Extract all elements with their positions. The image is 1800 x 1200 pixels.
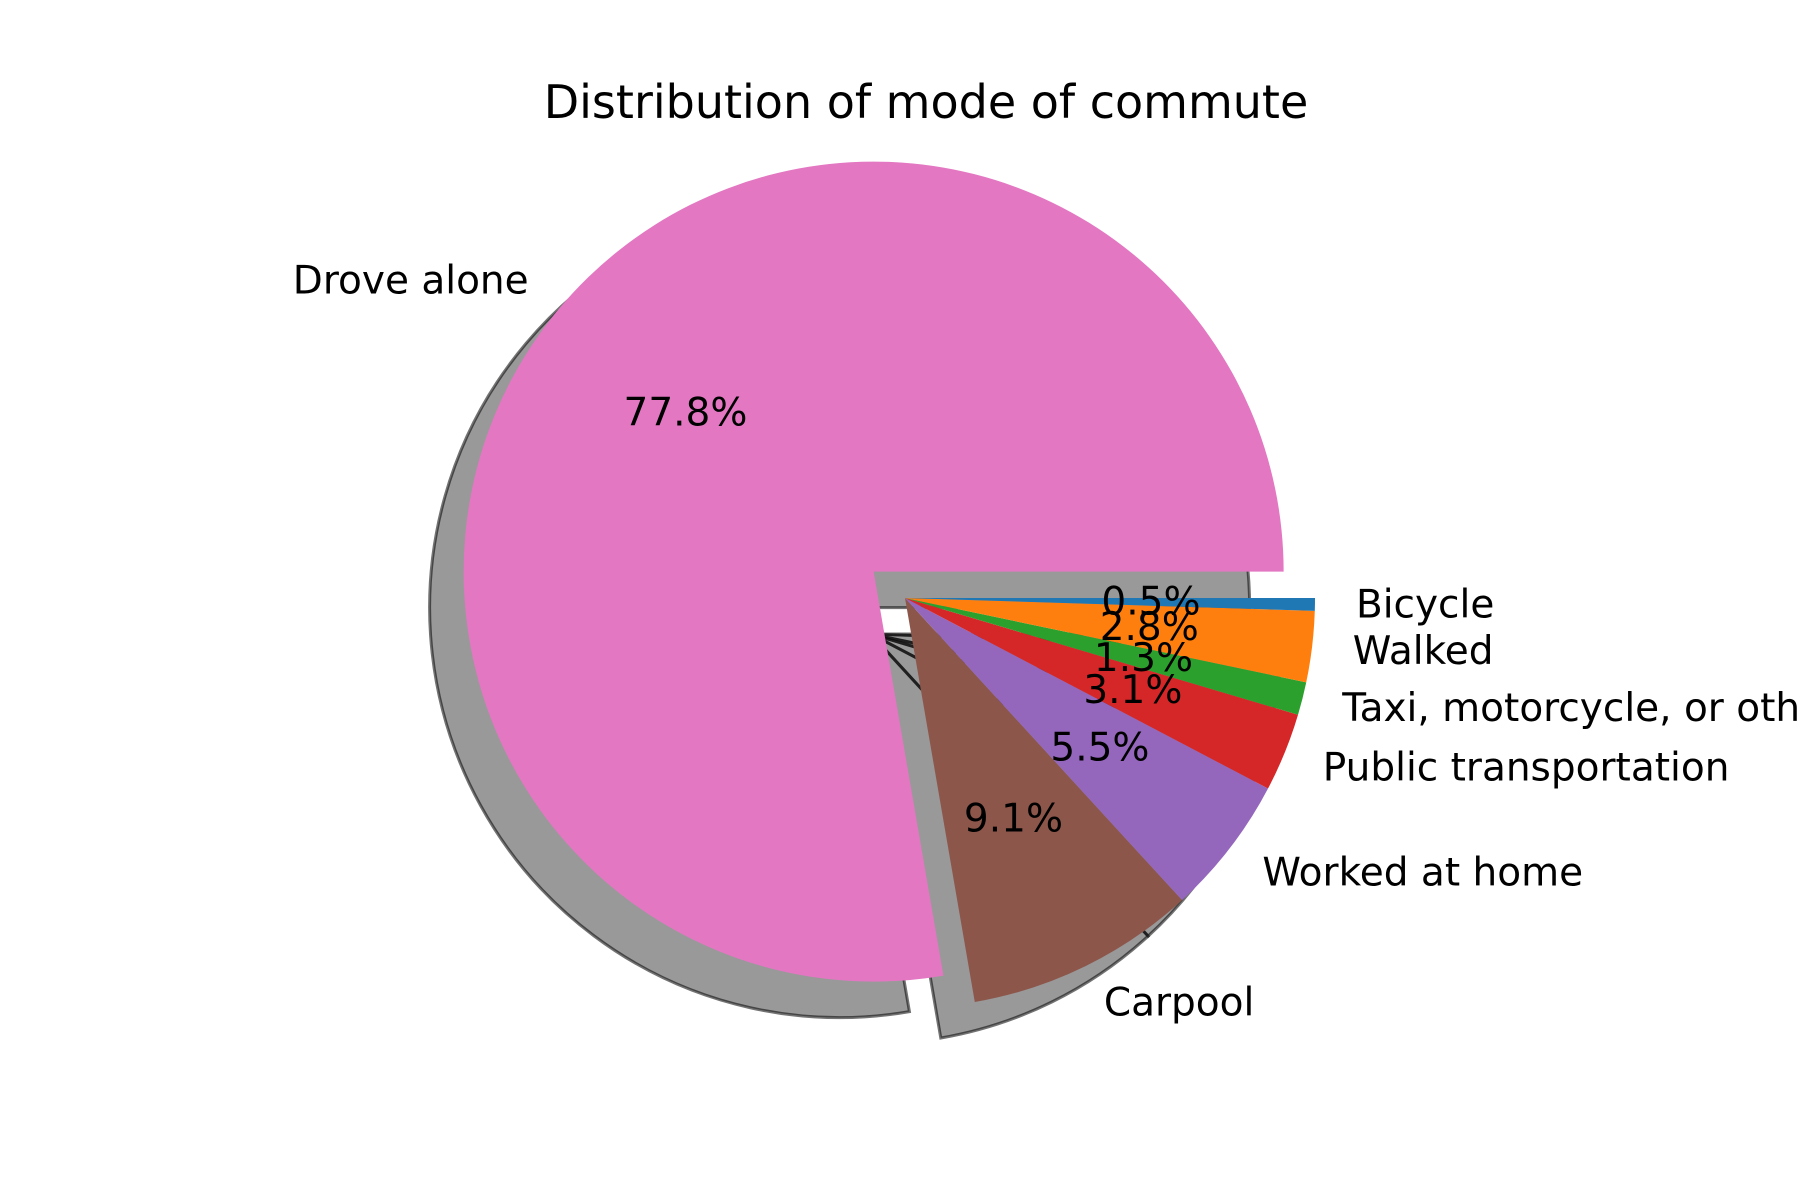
pie-slice-carpool: [905, 598, 1183, 1003]
pie-slice-bicycle: [905, 598, 1315, 611]
pct-label-drove-alone: 77.8%: [624, 391, 748, 436]
pct-label-taxi-motorcycle-or-other: 1.3%: [1094, 636, 1193, 681]
pct-label-public-transportation: 3.1%: [1083, 668, 1182, 713]
pct-label-bicycle: 0.5%: [1101, 579, 1200, 624]
pie-slice-worked-at-home: [905, 598, 1269, 901]
pct-label-carpool: 9.1%: [964, 796, 1063, 841]
pct-label-worked-at-home: 5.5%: [1050, 726, 1149, 771]
chart-title: Distribution of mode of commute: [544, 75, 1309, 129]
slice-label-walked: Walked: [1353, 629, 1494, 674]
slice-label-taxi-motorcycle-or-other: Taxi, motorcycle, or other: [1341, 686, 1800, 731]
slice-label-drove-alone: Drove alone: [293, 259, 529, 304]
slice-layer: [463, 161, 1315, 1003]
pie-slice-walked: [905, 598, 1315, 683]
pie-slice-drove-alone: [463, 161, 1284, 982]
pct-label-walked: 2.8%: [1100, 605, 1199, 650]
label-layer: Drove alone 77.8% Carpool 9.1% Worked at hom…: [293, 259, 1800, 1026]
slice-label-public-transportation: Public transportation: [1323, 745, 1730, 790]
slice-label-bicycle: Bicycle: [1356, 583, 1494, 628]
pie-slice-public-transportation: [905, 598, 1299, 789]
pie-slice-taxi-motorcycle-or-other: [905, 598, 1307, 715]
slice-label-carpool: Carpool: [1104, 980, 1254, 1025]
slice-label-worked-at-home: Worked at home: [1262, 851, 1583, 896]
